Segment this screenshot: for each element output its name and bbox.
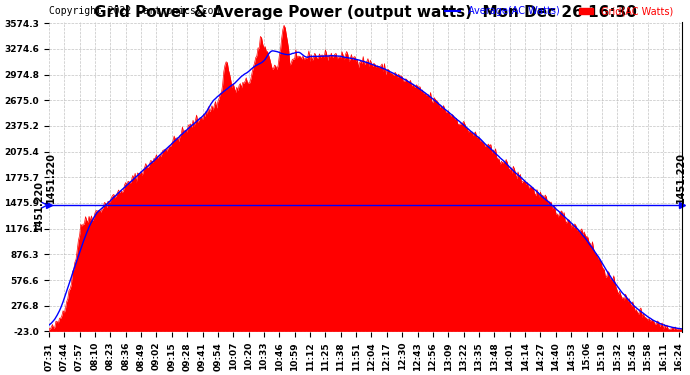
Text: 1451.220: 1451.220 bbox=[676, 152, 686, 202]
Legend: Average(AC Watts), Grid(AC Watts): Average(AC Watts), Grid(AC Watts) bbox=[442, 3, 678, 20]
Text: 1451.220: 1451.220 bbox=[46, 152, 56, 202]
Text: Copyright 2022 Cartronics.com: Copyright 2022 Cartronics.com bbox=[49, 6, 219, 16]
Text: 1451.220: 1451.220 bbox=[34, 180, 43, 231]
Title: Grid Power & Average Power (output watts)  Mon Dec 26 16:30: Grid Power & Average Power (output watts… bbox=[94, 5, 637, 20]
